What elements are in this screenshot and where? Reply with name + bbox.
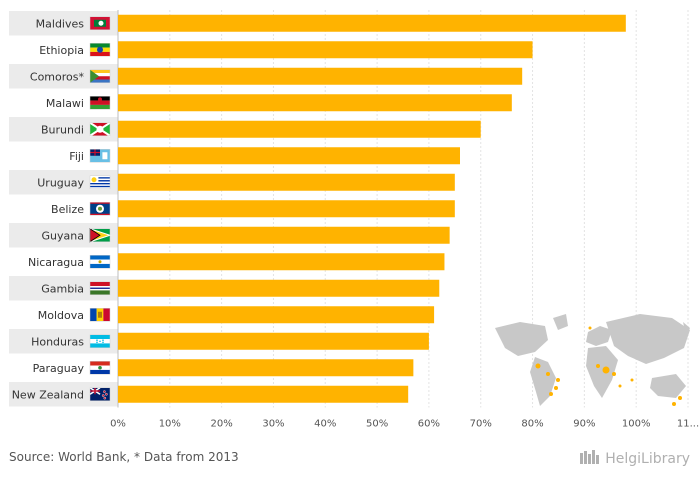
uruguay-flag-icon — [89, 175, 111, 189]
x-tick-label: 60% — [418, 419, 440, 430]
category-labels: Maldives Ethiopia Comoros* Malawi Burundi Fij… — [12, 17, 85, 401]
honduras-flag-icon — [89, 334, 111, 348]
bar[interactable] — [118, 120, 481, 138]
category-label: Fiji — [69, 150, 84, 163]
paraguay-flag-icon — [89, 361, 111, 375]
category-label: Malawi — [46, 97, 84, 110]
bar[interactable] — [118, 94, 512, 112]
category-label: Comoros* — [30, 70, 85, 83]
bar[interactable] — [118, 332, 429, 350]
category-label: Guyana — [42, 229, 84, 242]
fiji-flag-icon — [89, 149, 111, 163]
bar[interactable] — [118, 279, 440, 297]
bar[interactable] — [118, 14, 626, 32]
x-axis-tick-labels: 0% 10% 20% 30% 40% 50% 60% 70% 80% 90% 100% 11... — [110, 419, 699, 430]
x-tick-label: 90% — [573, 419, 595, 430]
x-tick-label: 80% — [521, 419, 543, 430]
nicaragua-flag-icon — [89, 255, 111, 269]
category-label: Belize — [51, 203, 84, 216]
category-label: Maldives — [36, 17, 85, 30]
category-label: Nicaragua — [28, 256, 84, 269]
category-label: Gambia — [41, 282, 84, 295]
library-icon — [579, 449, 601, 469]
bar-chart: Maldives Ethiopia Comoros* Malawi Burundi Fij… — [9, 10, 699, 430]
brand-logo: HelgiLibrary — [579, 449, 690, 469]
source-note: Source: World Bank, * Data from 2013 — [9, 450, 239, 464]
x-tick-label: 10% — [159, 419, 181, 430]
category-label: Paraguay — [33, 362, 85, 375]
world-map-icon — [495, 314, 690, 406]
category-label: Moldova — [38, 309, 84, 322]
x-tick-label: 70% — [470, 419, 492, 430]
x-tick-label: 11... — [677, 419, 699, 430]
bar[interactable] — [118, 41, 533, 59]
category-label: Honduras — [31, 335, 84, 348]
moldova-flag-icon — [89, 308, 111, 322]
x-tick-label: 40% — [314, 419, 336, 430]
category-label: Uruguay — [37, 176, 84, 189]
x-tick-label: 100% — [622, 419, 651, 430]
maldives-flag-icon — [89, 16, 111, 30]
flag-icons — [89, 16, 112, 401]
category-label: New Zealand — [12, 388, 84, 401]
x-tick-label: 0% — [110, 419, 126, 430]
bar[interactable] — [118, 147, 460, 165]
category-label: Burundi — [41, 123, 84, 136]
belize-flag-icon — [89, 202, 111, 216]
bar[interactable] — [118, 306, 435, 324]
bars — [118, 14, 626, 403]
new-zealand-flag-icon — [89, 387, 111, 401]
guyana-flag-icon — [89, 228, 112, 243]
x-tick-label: 20% — [211, 419, 233, 430]
bar[interactable] — [118, 67, 523, 85]
ethiopia-flag-icon — [89, 43, 111, 57]
bar[interactable] — [118, 173, 455, 191]
x-tick-label: 30% — [262, 419, 284, 430]
bar[interactable] — [118, 226, 450, 244]
category-label: Ethiopia — [39, 44, 84, 57]
brand-name: HelgiLibrary — [605, 451, 690, 467]
bar[interactable] — [118, 253, 445, 271]
burundi-flag-icon — [89, 121, 111, 137]
bar[interactable] — [118, 359, 414, 377]
x-tick-label: 50% — [366, 419, 388, 430]
bar[interactable] — [118, 385, 409, 403]
comoros-flag-icon — [89, 69, 111, 83]
malawi-flag-icon — [89, 96, 111, 110]
gambia-flag-icon — [89, 281, 111, 295]
bar[interactable] — [118, 200, 455, 218]
